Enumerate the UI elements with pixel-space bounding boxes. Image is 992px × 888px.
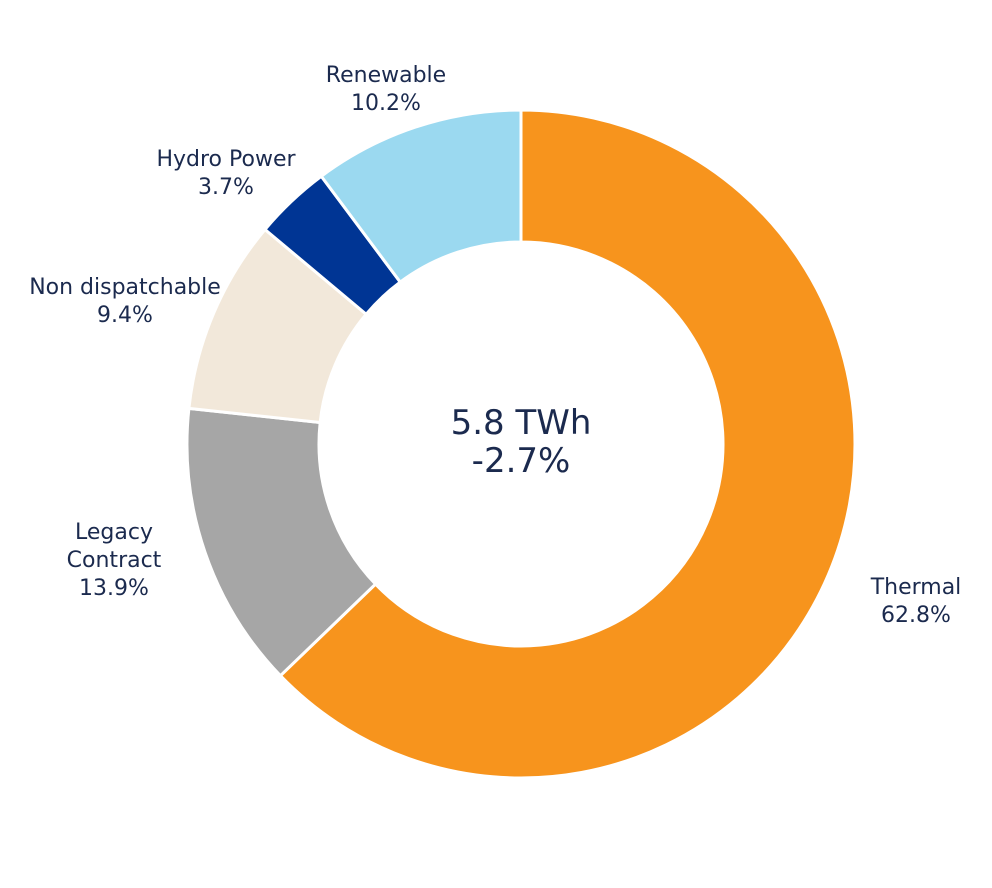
label-legacy-contract-name: Legacy [75, 520, 153, 545]
label-hydro-power-name: Hydro Power [156, 147, 296, 172]
label-legacy-contract-name: Contract [67, 548, 162, 573]
center-total: 5.8 TWh [451, 403, 592, 443]
label-non-dispatchable-value: 9.4% [97, 303, 153, 328]
label-renewable-value: 10.2% [351, 91, 421, 116]
slices-group [185, 108, 857, 780]
center-change: -2.7% [472, 441, 571, 481]
label-hydro-power-value: 3.7% [198, 175, 254, 200]
label-non-dispatchable-name: Non dispatchable [29, 275, 221, 300]
slice-renewable [319, 108, 523, 285]
slice-legacy-contract [185, 406, 378, 678]
slice-thermal [278, 108, 857, 780]
label-thermal-name: Thermal [870, 575, 962, 600]
labels-group: Thermal 62.8% Legacy Contract 13.9% Non dispa… [29, 63, 961, 628]
label-thermal-value: 62.8% [881, 603, 951, 628]
label-legacy-contract-value: 13.9% [79, 576, 149, 601]
label-renewable-name: Renewable [326, 63, 446, 88]
